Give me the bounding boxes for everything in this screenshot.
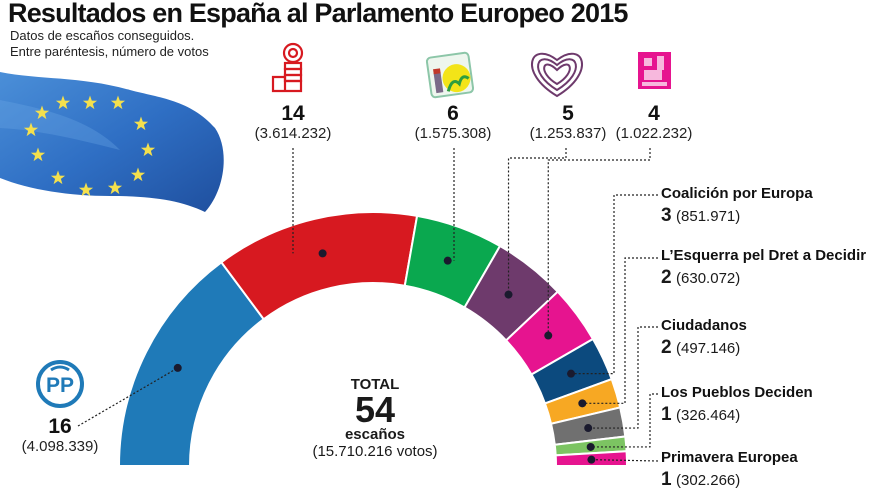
name-lpd: Los Pueblos Deciden	[661, 384, 813, 401]
votes-epdd: (630.072)	[676, 270, 741, 287]
eu-flag-icon	[0, 72, 224, 212]
values-lpd: 1 (326.464)	[661, 404, 740, 426]
flag-star-icon	[140, 142, 156, 157]
iu-logo-icon	[425, 51, 475, 99]
leader-epdd	[582, 257, 658, 404]
leader-cpe	[571, 194, 658, 375]
label-upyd: 4 (1.022.232)	[614, 103, 694, 143]
upyd-logo-icon	[638, 52, 671, 89]
name-epdd: L’Esquerra pel Dret a Decidir	[661, 247, 867, 264]
votes-pp: (4.098.339)	[21, 438, 99, 455]
total-seats-label: escaños	[344, 426, 406, 443]
leader-pp	[77, 367, 179, 427]
values-pe: 1 (302.266)	[661, 469, 740, 491]
name-cs: Ciudadanos	[661, 317, 747, 334]
votes-cpe: (851.971)	[676, 208, 741, 225]
marker-psoe	[318, 249, 327, 258]
svg-text:PP: PP	[46, 374, 74, 397]
seats-cpe: 3	[661, 205, 672, 226]
seats-psoe: 14	[281, 102, 305, 125]
flag-star-icon	[133, 116, 149, 131]
chart-title: Resultados en España al Parlamento Europ…	[8, 0, 628, 28]
flag-star-icon	[34, 105, 50, 120]
label-podemos: 5 (1.253.837)	[518, 103, 618, 143]
label-psoe: 14 (3.614.232)	[243, 103, 343, 143]
total-votes: (15.710.216 votos)	[312, 443, 438, 460]
values-cpe: 3 (851.971)	[661, 205, 740, 227]
marker-izquierda-plural	[443, 256, 452, 265]
marker-primavera-europea	[587, 455, 596, 464]
seats-pe: 1	[661, 469, 672, 490]
votes-upyd: (1.022.232)	[615, 125, 693, 142]
votes-pe: (302.266)	[676, 472, 741, 489]
podemos-heart-icon	[530, 52, 584, 98]
marker-coalicion-por-europa	[567, 369, 576, 378]
subtitle-line-2: Entre paréntesis, número de votos	[10, 44, 209, 59]
subtitle-line-1: Datos de escaños conseguidos.	[10, 28, 195, 43]
segment-pp	[117, 260, 266, 467]
seats-podemos: 5	[562, 102, 574, 125]
flag-star-icon	[78, 182, 94, 197]
flag-star-icon	[30, 147, 46, 162]
seats-cs: 2	[661, 337, 672, 358]
psoe-rose-fist-icon	[271, 42, 304, 93]
flag-star-icon	[130, 167, 146, 182]
values-epdd: 2 (630.072)	[661, 267, 740, 289]
name-cpe: Coalición por Europa	[661, 185, 813, 202]
segment-psoe	[219, 211, 419, 321]
flag-star-icon	[55, 95, 71, 110]
votes-psoe: (3.614.232)	[254, 125, 332, 142]
leader-lpd	[590, 393, 658, 448]
seats-upyd: 4	[648, 102, 660, 125]
leader-podemos	[507, 148, 567, 295]
seats-lpd: 1	[661, 404, 672, 425]
label-iu: 6 (1.575.308)	[403, 103, 503, 143]
marker-pp	[173, 363, 182, 372]
total-label: TOTAL	[350, 376, 400, 393]
marker-los-pueblos-deciden	[586, 442, 595, 451]
votes-iu: (1.575.308)	[414, 125, 492, 142]
name-pe: Primavera Europea	[661, 449, 798, 466]
marker-upyd	[544, 331, 553, 340]
leader-cs	[588, 326, 658, 429]
votes-podemos: (1.253.837)	[529, 125, 607, 142]
label-pp: 16 (4.098.339)	[10, 416, 110, 456]
votes-lpd: (326.464)	[676, 407, 741, 424]
votes-cs: (497.146)	[676, 340, 741, 357]
seats-epdd: 2	[661, 267, 672, 288]
seats-pp: 16	[48, 415, 72, 438]
marker-ciudadanos	[584, 424, 593, 433]
leader-upyd	[547, 148, 651, 336]
marker-podemos	[504, 290, 513, 299]
pp-logo-icon: PP	[36, 360, 84, 408]
flag-star-icon	[110, 95, 126, 110]
flag-star-icon	[82, 95, 98, 110]
marker-l-esquerra-pel-dret-a-decidir	[578, 399, 587, 408]
total-seats: 54	[354, 389, 396, 430]
values-cs: 2 (497.146)	[661, 337, 740, 359]
flag-star-icon	[50, 170, 66, 185]
leader-pe	[591, 459, 659, 462]
flag-star-icon	[23, 122, 39, 137]
total-block: TOTAL 54 escaños (15.710.216 votos)	[300, 377, 450, 461]
flag-star-icon	[107, 180, 123, 195]
seats-iu: 6	[447, 102, 459, 125]
